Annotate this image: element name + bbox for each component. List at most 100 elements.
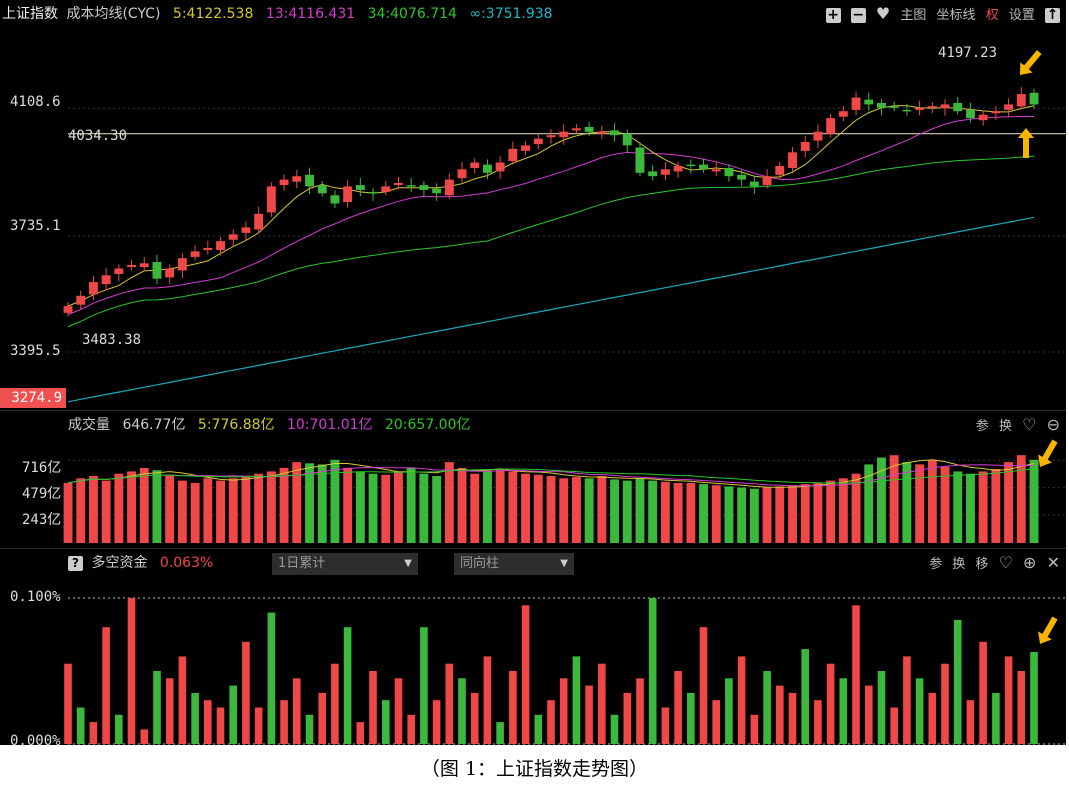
fund-bar — [877, 671, 886, 744]
fund-bar — [496, 722, 504, 744]
fund-param-button[interactable]: 参 — [929, 557, 943, 572]
volume-bar — [584, 478, 594, 543]
volume-bar — [495, 469, 505, 543]
volume-bar — [114, 473, 124, 543]
candle-body — [190, 251, 200, 257]
volume-bar — [241, 476, 251, 543]
candle-body — [127, 265, 136, 268]
fund-bar — [572, 656, 581, 744]
fund-bar — [623, 692, 632, 744]
fund-bar — [979, 641, 987, 744]
volume-toolbar: 参 换 ♡ ⊖ — [970, 411, 1060, 439]
highlight-arrow — [1020, 50, 1042, 75]
rights-button[interactable]: 权 — [985, 8, 999, 23]
candle-body — [406, 185, 416, 187]
fund-bar — [788, 692, 797, 744]
fund-panel[interactable]: ? 多空资金 0.063% 1日累计 ▼ 同向柱 ▼ 参 换 移 ♡ ⊕ ✕ 0… — [0, 548, 1066, 745]
fund-bar — [814, 700, 822, 744]
volume-tick-716: 716亿 — [22, 460, 62, 476]
zoom-out-icon[interactable]: ⊖ — [1046, 415, 1060, 434]
help-icon[interactable]: ? — [68, 555, 83, 571]
volume-bar — [597, 476, 607, 543]
candle-body — [635, 147, 645, 173]
fund-bar — [547, 700, 555, 744]
candle-body — [877, 103, 886, 108]
volume-bar — [190, 482, 200, 543]
fund-bar — [699, 627, 708, 744]
volume-bar — [940, 466, 950, 543]
candle-body — [355, 185, 365, 190]
fund-fav-icon[interactable]: ♡ — [998, 553, 1013, 572]
candle-body — [826, 118, 836, 134]
ma34-readout: 34:4076.714 — [367, 6, 457, 22]
volume-bar — [864, 464, 874, 543]
fund-bar — [1017, 671, 1026, 744]
fund-bar — [903, 656, 911, 744]
chart-screen: 上证指数 成本均线(CYC) 5:4122.538 13:4116.431 34… — [0, 0, 1066, 745]
ma13-line — [67, 116, 1034, 316]
volume-panel[interactable]: 成交量 646.77亿 5:776.88亿 10:701.01亿 20:657.… — [0, 410, 1066, 548]
scroll-top-icon[interactable]: ↑ — [1045, 7, 1060, 23]
candle-body — [495, 162, 505, 172]
candle-body — [991, 111, 1001, 114]
fund-bar — [127, 598, 136, 744]
bar-mode-select[interactable]: 同向柱 ▼ — [454, 553, 574, 575]
volume-bar — [394, 471, 403, 543]
plus-icon[interactable]: + — [825, 7, 841, 23]
zoom-in-icon[interactable]: ⊕ — [1023, 553, 1037, 572]
volume-fav-icon[interactable]: ♡ — [1022, 415, 1037, 434]
volume-tick-479: 479亿 — [22, 486, 62, 502]
indicator-name[interactable]: 成本均线(CYC) — [66, 6, 161, 22]
volume-bar — [216, 480, 225, 543]
accumulate-select[interactable]: 1日累计 ▼ — [272, 553, 418, 575]
price-tick-3395: 3395.5 — [10, 343, 61, 359]
price-chart[interactable] — [0, 0, 1066, 410]
fund-bar — [445, 663, 454, 744]
fund-bar — [191, 692, 199, 744]
price-panel[interactable]: 上证指数 成本均线(CYC) 5:4122.538 13:4116.431 34… — [0, 0, 1066, 410]
highlight-arrow-shape — [1020, 50, 1042, 75]
volume-bar — [813, 482, 823, 543]
volume-bar — [838, 478, 848, 543]
index-name[interactable]: 上证指数 — [2, 6, 58, 22]
ma-inf-line — [67, 216, 1035, 403]
volume-bar — [686, 482, 696, 543]
candle-body — [610, 130, 619, 136]
candle-body — [813, 131, 823, 141]
fund-switch-button[interactable]: 换 — [952, 557, 966, 572]
volume-chart[interactable] — [0, 411, 1066, 548]
fund-bar — [305, 714, 314, 744]
fund-value: 0.063% — [159, 555, 214, 571]
candle-body — [762, 176, 772, 186]
fund-chart[interactable] — [0, 549, 1066, 745]
fund-bar — [585, 685, 593, 744]
minus-icon[interactable]: − — [850, 7, 866, 23]
candle-body — [927, 106, 937, 108]
heart-icon[interactable]: ♥ — [875, 4, 891, 23]
coord-line-button[interactable]: 坐标线 — [936, 8, 976, 23]
candle-body — [470, 162, 480, 168]
candle-body — [1016, 94, 1026, 107]
fund-bar — [356, 722, 365, 744]
fund-move-button[interactable]: 移 — [975, 557, 989, 572]
ma5-readout: 5:4122.538 — [172, 6, 254, 22]
volume-bar — [343, 467, 353, 543]
close-icon[interactable]: ✕ — [1046, 553, 1060, 572]
volume-bar — [292, 462, 302, 543]
volume-switch-button[interactable]: 换 — [998, 419, 1012, 434]
volume-bar — [953, 471, 963, 543]
settings-button[interactable]: 设置 — [1008, 8, 1035, 23]
fund-bar — [737, 656, 746, 744]
volume-arrow-shape — [1038, 439, 1058, 467]
candle-body — [737, 174, 747, 180]
volume-param-button[interactable]: 参 — [975, 419, 989, 434]
candle-body — [305, 174, 314, 187]
volume-header: 成交量 646.77亿 5:776.88亿 10:701.01亿 20:657.… — [68, 411, 479, 439]
main-chart-button[interactable]: 主图 — [900, 8, 927, 23]
candle-body — [381, 186, 391, 192]
candle-body — [343, 186, 353, 203]
candle-body — [915, 107, 925, 110]
candle-body — [966, 109, 975, 119]
fund-bar — [725, 678, 733, 744]
candle-body — [483, 164, 492, 173]
